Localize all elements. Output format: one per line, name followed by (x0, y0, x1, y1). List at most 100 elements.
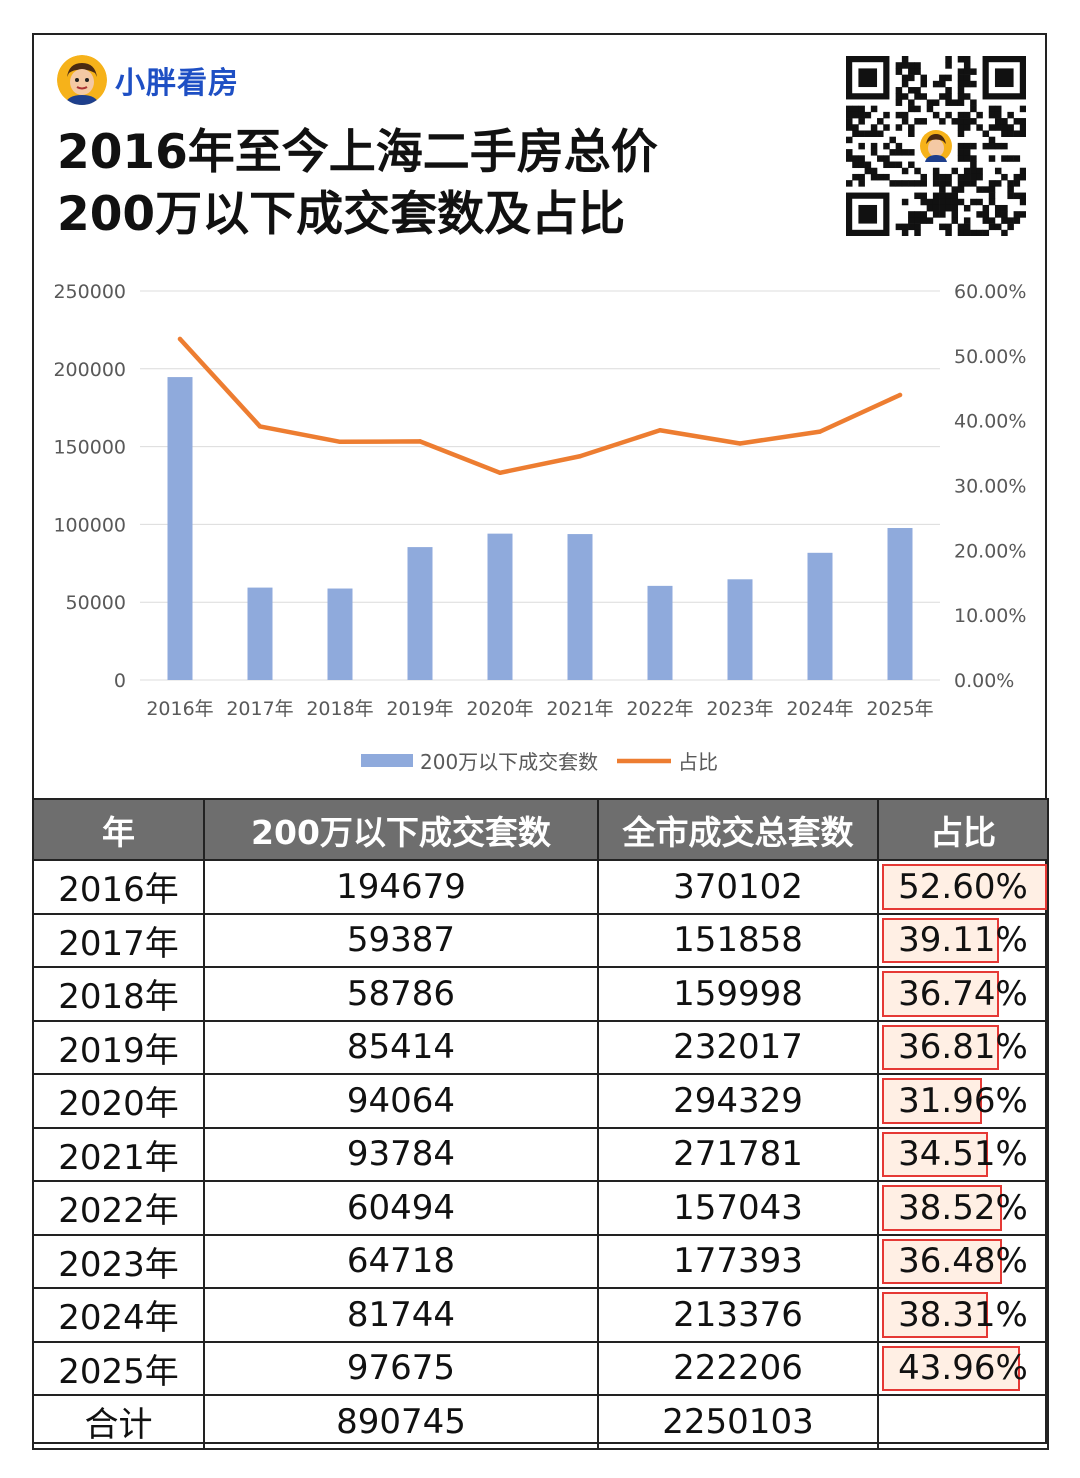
line-point (817, 429, 823, 434)
table-row: 2025年 97675 222206 43.96% (32, 1340, 1049, 1396)
header-ratio: 占比 (877, 798, 1049, 861)
total-ratio-cell (877, 1394, 1049, 1450)
under-2m-count-cell: 59387 (203, 912, 599, 968)
highlight-box (882, 1345, 1020, 1391)
bar (727, 579, 753, 680)
ratio-cell: 36.48% (877, 1233, 1049, 1289)
total-count-cell: 159998 (597, 966, 879, 1022)
line-point (737, 441, 743, 446)
line-point (257, 424, 263, 429)
table-row: 2017年 59387 151858 39.11% (32, 912, 1049, 968)
y-right-tick-label: 0.00% (954, 670, 1014, 692)
year-cell: 2022年 (32, 1180, 205, 1236)
ratio-cell: 38.31% (877, 1287, 1049, 1343)
year-cell: 2016年 (32, 859, 205, 915)
total-count-cell: 271781 (597, 1126, 879, 1182)
brand: 小胖看房 (57, 55, 239, 105)
bar (647, 585, 673, 680)
y-left-tick-label: 0 (114, 670, 126, 692)
ratio-value: 34.51% (898, 1134, 1028, 1175)
avatar-icon (57, 55, 107, 105)
y-right-tick-label: 10.00% (954, 605, 1026, 627)
highlight-box (882, 917, 999, 963)
line-point (417, 439, 423, 444)
table-row: 2016年 194679 370102 52.60% (32, 859, 1049, 915)
year-cell: 2020年 (32, 1073, 205, 1129)
ratio-cell: 38.52% (877, 1180, 1049, 1236)
year-cell: 2021年 (32, 1126, 205, 1182)
x-tick-label: 2019年 (386, 698, 453, 720)
ratio-cell: 36.81% (877, 1019, 1049, 1075)
ratio-cell: 31.96% (877, 1073, 1049, 1129)
highlight-box (882, 971, 999, 1017)
y-left-tick-label: 150000 (53, 437, 126, 459)
table-row: 2020年 94064 294329 31.96% (32, 1073, 1049, 1129)
header-total-count: 全市成交总套数 (597, 798, 879, 861)
total-count-cell: 294329 (597, 1073, 879, 1129)
header-year: 年 (32, 798, 205, 861)
bar (407, 547, 433, 680)
chart: 250000 200000 150000 100000 50000 0 60.00% 50.0… (53, 281, 1026, 774)
highlight-box (882, 1185, 1002, 1231)
table-row: 2024年 81744 213376 38.31% (32, 1287, 1049, 1343)
under-2m-count-cell: 94064 (203, 1073, 599, 1129)
legend-bar-label: 200万以下成交套数 (420, 750, 598, 774)
y-left-tick-label: 50000 (66, 592, 126, 614)
legend-bar-swatch (361, 754, 413, 767)
ratio-cell: 36.74% (877, 966, 1049, 1022)
total-count-cell: 177393 (597, 1233, 879, 1289)
data-table: 年 200万以下成交套数 全市成交总套数 占比 2016年 194679 37010… (32, 798, 1049, 1450)
qr-code-icon (846, 56, 1027, 237)
ratio-cell: 39.11% (877, 912, 1049, 968)
highlight-box (882, 1131, 988, 1177)
x-tick-label: 2024年 (786, 698, 853, 720)
under-2m-count-cell: 64718 (203, 1233, 599, 1289)
year-cell: 2024年 (32, 1287, 205, 1343)
y-right-tick-label: 30.00% (954, 476, 1026, 498)
x-tick-label: 2023年 (706, 698, 773, 720)
bar (807, 552, 833, 680)
y-left-tick-label: 250000 (53, 281, 126, 303)
ratio-value: 38.52% (898, 1187, 1028, 1228)
table-total-row: 合计 890745 2250103 (32, 1394, 1049, 1450)
ratio-value: 39.11% (898, 920, 1028, 961)
table-row: 2023年 64718 177393 36.48% (32, 1233, 1049, 1289)
line-point (897, 392, 903, 398)
highlight-box (882, 1238, 1002, 1284)
total-all-cell: 2250103 (597, 1394, 879, 1450)
ratio-value: 36.81% (898, 1027, 1028, 1068)
page-title: 2016年至今上海二手房总价 200万以下成交套数及占比 (57, 122, 658, 246)
highlight-box (882, 864, 1047, 910)
ratio-cell: 43.96% (877, 1340, 1049, 1396)
title-line-1: 2016年至今上海二手房总价 (57, 125, 658, 180)
x-tick-label: 2021年 (546, 698, 613, 720)
ratio-cell: 52.60% (877, 859, 1049, 915)
total-count-cell: 222206 (597, 1340, 879, 1396)
y-right-tick-label: 20.00% (954, 540, 1026, 562)
ratio-value: 31.96% (898, 1080, 1028, 1121)
table-row: 2018年 58786 159998 36.74% (32, 966, 1049, 1022)
y-right-tick-label: 60.00% (954, 281, 1026, 303)
ratio-value: 38.31% (898, 1294, 1028, 1335)
total-count-cell: 157043 (597, 1180, 879, 1236)
x-tick-label: 2017年 (226, 698, 293, 720)
y-right-tick-label: 50.00% (954, 346, 1026, 368)
table-row: 2021年 93784 271781 34.51% (32, 1126, 1049, 1182)
bar (487, 533, 513, 680)
table-header-row: 年 200万以下成交套数 全市成交总套数 占比 (32, 798, 1049, 861)
x-tick-label: 2022年 (626, 698, 693, 720)
legend-line-label: 占比 (678, 750, 718, 774)
bar (167, 377, 193, 680)
ratio-value: 52.60% (898, 866, 1028, 907)
x-tick-label: 2018年 (306, 698, 373, 720)
year-cell: 2025年 (32, 1340, 205, 1396)
x-tick-label: 2016年 (146, 698, 213, 720)
bar (247, 587, 273, 680)
under-2m-count-cell: 194679 (203, 859, 599, 915)
bar (887, 528, 913, 680)
total-count-cell: 232017 (597, 1019, 879, 1075)
highlight-box (882, 1292, 988, 1338)
year-cell: 2023年 (32, 1233, 205, 1289)
y-right-tick-label: 40.00% (954, 411, 1026, 433)
line-point (577, 454, 583, 459)
